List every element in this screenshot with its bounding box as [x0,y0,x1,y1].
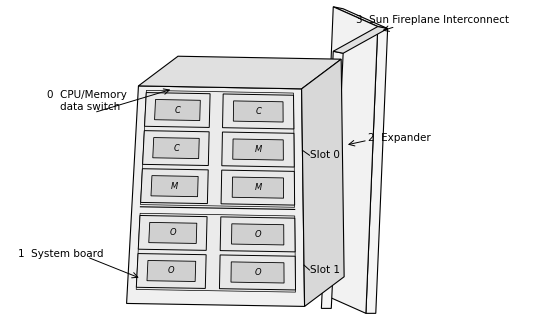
Polygon shape [127,86,305,307]
Polygon shape [143,131,209,166]
Polygon shape [155,99,200,120]
Text: M: M [254,183,261,192]
Polygon shape [222,94,294,129]
Text: O: O [168,267,175,276]
Polygon shape [144,92,210,127]
Polygon shape [301,59,344,307]
Polygon shape [231,262,284,283]
Polygon shape [151,176,198,197]
Text: 2  Expander: 2 Expander [368,133,430,143]
Text: 0  CPU/Memory
    data switch: 0 CPU/Memory data switch [47,90,127,112]
Text: Slot 0: Slot 0 [310,150,339,160]
Polygon shape [141,169,208,204]
Text: O: O [170,228,176,237]
Text: 3  Sun Fireplane Interconnect: 3 Sun Fireplane Interconnect [356,15,509,25]
Polygon shape [232,177,284,198]
Polygon shape [366,26,388,313]
Polygon shape [222,132,294,167]
Polygon shape [333,7,388,28]
Polygon shape [220,217,295,252]
Polygon shape [136,213,295,292]
Text: Slot 1: Slot 1 [310,265,339,275]
Text: C: C [173,144,179,152]
Polygon shape [233,101,283,122]
Polygon shape [136,253,206,288]
Polygon shape [321,51,343,309]
Polygon shape [138,215,207,250]
Polygon shape [221,170,295,205]
Polygon shape [232,224,284,245]
Polygon shape [321,7,378,313]
Polygon shape [333,26,388,53]
Polygon shape [220,255,295,290]
Polygon shape [153,138,199,159]
Polygon shape [141,90,295,207]
Text: M: M [255,145,262,154]
Polygon shape [149,222,197,244]
Text: C: C [175,106,181,115]
Text: O: O [254,230,261,239]
Polygon shape [138,56,341,89]
Text: C: C [255,107,261,116]
Text: O: O [254,268,261,277]
Polygon shape [233,139,283,160]
Polygon shape [147,260,196,281]
Text: 1  System board: 1 System board [18,249,103,259]
Text: M: M [171,182,178,191]
